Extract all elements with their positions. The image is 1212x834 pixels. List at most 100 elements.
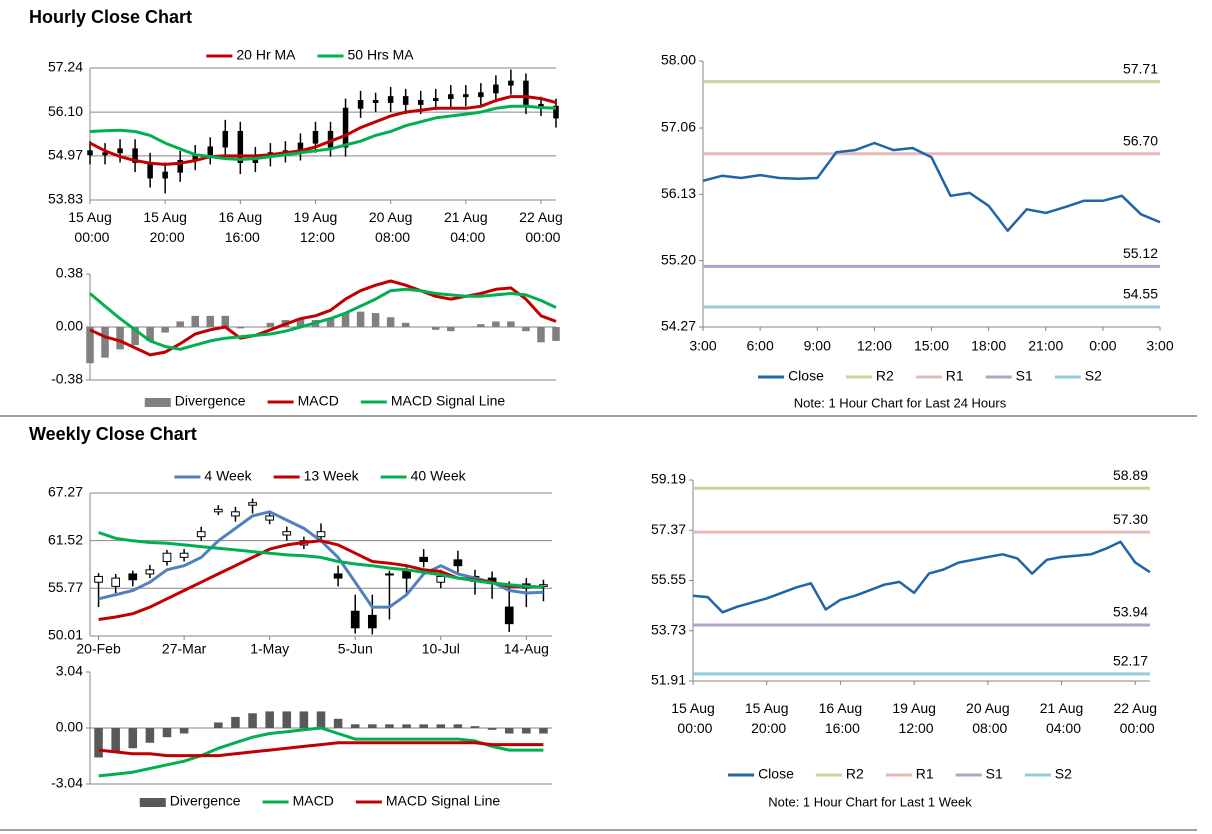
series-line bbox=[89, 279, 557, 357]
candle-body bbox=[453, 559, 463, 567]
candle-body bbox=[553, 105, 559, 119]
bar bbox=[265, 711, 274, 728]
candle-body bbox=[508, 80, 514, 86]
bar bbox=[111, 728, 120, 752]
bar bbox=[86, 327, 94, 364]
legend-label: 20 Hr MA bbox=[236, 47, 296, 63]
bar bbox=[431, 327, 440, 330]
candle-body bbox=[333, 573, 343, 579]
bar bbox=[146, 327, 154, 341]
bar bbox=[386, 317, 395, 327]
series-line bbox=[89, 287, 557, 351]
bar bbox=[368, 724, 377, 728]
x-tick-label: 19 Aug 12:00 bbox=[294, 209, 338, 245]
bar bbox=[145, 728, 155, 743]
bar bbox=[539, 728, 548, 734]
legend-label: R1 bbox=[916, 766, 934, 782]
y-tick-label: 53.73 bbox=[651, 621, 686, 637]
legend: 4 Week 13 Week 40 Week bbox=[174, 468, 467, 484]
bar bbox=[350, 724, 360, 728]
candle-body bbox=[94, 575, 103, 583]
candle-body bbox=[350, 610, 360, 629]
x-tick-label: 20 Aug 08:00 bbox=[966, 700, 1010, 736]
x-tick-label: 21:00 bbox=[1028, 338, 1063, 354]
candle-body bbox=[145, 569, 155, 575]
candle-body bbox=[493, 84, 499, 94]
x-tick-label: 22 Aug 00:00 bbox=[1113, 700, 1157, 736]
bar bbox=[492, 321, 500, 327]
bar bbox=[214, 722, 223, 728]
candle-body bbox=[402, 570, 411, 579]
section-title: Hourly Close Chart bbox=[29, 7, 192, 27]
y-tick-label: 55.55 bbox=[651, 571, 686, 587]
bar bbox=[470, 726, 480, 728]
candle-body bbox=[372, 100, 379, 103]
bar bbox=[326, 318, 335, 327]
bar bbox=[236, 327, 245, 329]
y-tick-label: 55.20 bbox=[661, 251, 696, 267]
bar bbox=[402, 724, 411, 728]
bar bbox=[385, 724, 394, 728]
bar bbox=[161, 327, 169, 333]
legend: Close R2 R1 S1 S2 bbox=[728, 766, 1072, 782]
bar bbox=[447, 327, 455, 332]
candle-body bbox=[231, 511, 240, 517]
candle-body bbox=[385, 573, 394, 576]
bar bbox=[522, 728, 531, 734]
candle-body bbox=[177, 160, 183, 173]
candle-body bbox=[402, 96, 409, 105]
x-tick-label: 18:00 bbox=[971, 338, 1006, 354]
x-tick-label: 15 Aug 20:00 bbox=[745, 700, 789, 736]
x-tick-label: 22 Aug 00:00 bbox=[519, 209, 563, 245]
y-tick-label: -3.04 bbox=[51, 775, 83, 791]
bar bbox=[231, 716, 240, 728]
y-tick-label: 0.38 bbox=[56, 265, 83, 281]
bar bbox=[552, 327, 560, 341]
x-tick-label: 16 Aug 16:00 bbox=[219, 209, 263, 245]
bar bbox=[504, 728, 514, 734]
candle-body bbox=[111, 577, 121, 587]
y-tick-label: 54.97 bbox=[48, 147, 83, 163]
candle-body bbox=[312, 130, 319, 144]
y-tick-label: 55.77 bbox=[48, 579, 83, 595]
y-tick-label: 51.91 bbox=[651, 672, 686, 688]
bar bbox=[341, 313, 350, 327]
chart-note: Note: 1 Hour Chart for Last 24 Hours bbox=[794, 395, 1007, 410]
candle-body bbox=[432, 98, 439, 102]
legend-label: MACD Signal Line bbox=[391, 393, 506, 409]
legend-label: MACD bbox=[293, 793, 334, 809]
bar bbox=[522, 327, 530, 332]
candle-body bbox=[367, 614, 377, 629]
candle-body bbox=[448, 94, 454, 100]
bar bbox=[191, 315, 199, 327]
legend-label: 4 Week bbox=[204, 468, 252, 484]
bar bbox=[316, 711, 326, 728]
legend-label: Divergence bbox=[170, 793, 241, 809]
level-label: 52.17 bbox=[1113, 653, 1148, 669]
bar bbox=[419, 724, 428, 728]
level-label: 57.30 bbox=[1113, 511, 1148, 527]
x-tick-label: 27-Mar bbox=[162, 641, 207, 657]
y-tick-label: 0.00 bbox=[56, 719, 83, 735]
series-line bbox=[98, 741, 544, 758]
bar bbox=[266, 322, 275, 327]
y-tick-label: 61.52 bbox=[48, 531, 83, 547]
bar bbox=[356, 311, 365, 327]
x-tick-label: 14-Aug bbox=[504, 641, 549, 657]
candle-body bbox=[419, 556, 429, 563]
x-tick-label: 12:00 bbox=[857, 338, 892, 354]
y-tick-label: 0.00 bbox=[56, 318, 83, 334]
y-tick-label: 54.27 bbox=[661, 318, 696, 334]
bar bbox=[206, 315, 215, 327]
y-tick-label: 56.10 bbox=[48, 103, 83, 119]
level-label: 53.94 bbox=[1113, 604, 1148, 620]
bar bbox=[221, 315, 230, 327]
legend-label: S2 bbox=[1055, 766, 1072, 782]
series-line bbox=[98, 531, 544, 589]
legend-label: R1 bbox=[946, 368, 964, 384]
candle-body bbox=[463, 94, 469, 98]
legend-swatch bbox=[139, 798, 166, 807]
x-tick-label: 21 Aug 04:00 bbox=[444, 209, 488, 245]
